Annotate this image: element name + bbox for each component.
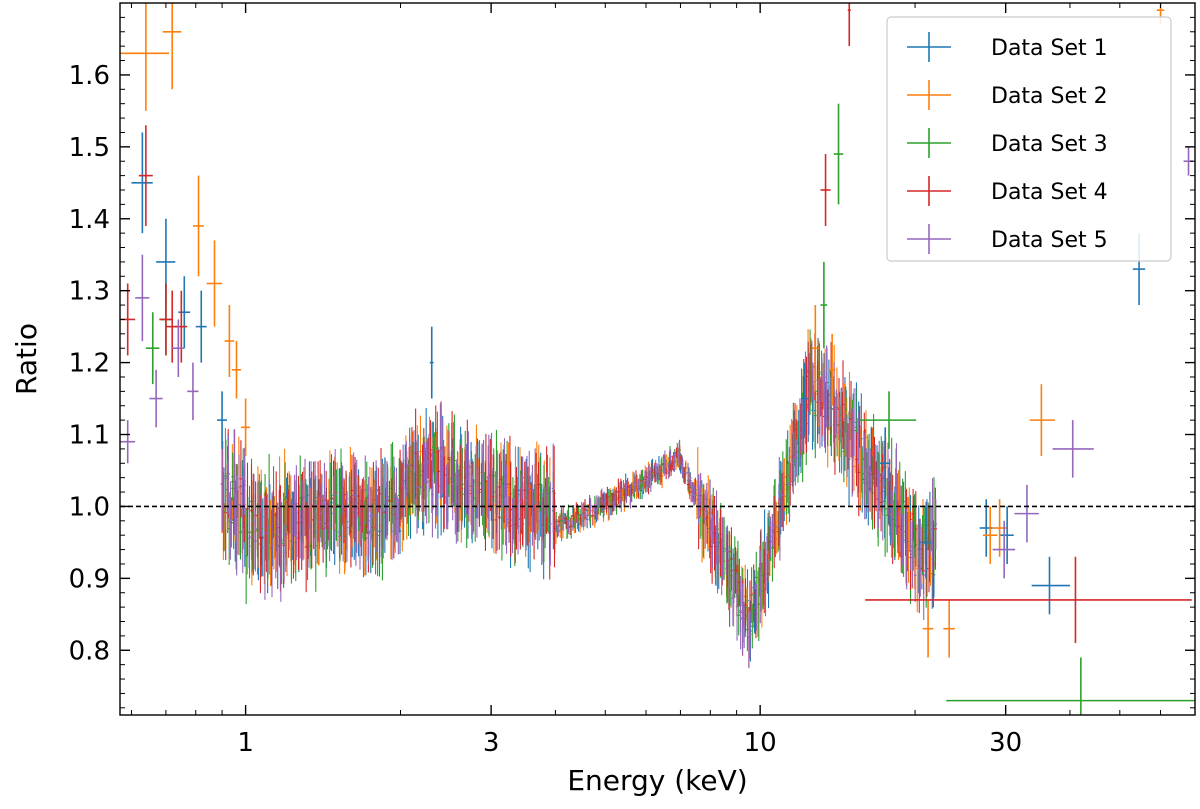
y-tick-label: 0.8 [69,636,110,666]
plot-frame [119,2,1196,716]
y-tick-label: 1.3 [69,277,110,307]
x-axis-title: Energy (keV) [567,764,747,797]
y-axis-title: Ratio [10,323,43,395]
legend-label: Data Set 1 [991,36,1108,61]
y-tick-label: 1.6 [69,61,110,91]
series-points-1 [131,132,1146,615]
y-tick-label: 1.4 [69,205,110,235]
legend-box [886,16,1172,262]
series-points-3 [145,103,1195,715]
series-points-2 [120,3,1165,658]
series-dense-2 [222,329,937,644]
axes: 1 3 10 30 0.8 0.9 1.0 1.1 1.2 1.3 1.4 1.5 1.6 [69,2,1196,758]
x-tick-label: 1 [237,728,254,758]
x-tick-label: 30 [989,728,1022,758]
x-tick-label: 10 [744,728,777,758]
series-points-5 [120,146,1194,579]
y-tick-label: 0.9 [69,564,110,594]
legend-label: Data Set 4 [991,180,1108,205]
y-tick-label: 1.1 [69,421,110,451]
series-dense-5 [221,340,938,669]
series-points-4 [120,3,1192,644]
legend-label: Data Set 2 [991,84,1108,109]
y-tick-label: 1.0 [69,492,110,522]
y-tick-label: 1.5 [69,133,110,163]
y-tick-label: 1.2 [69,349,110,379]
legend-label: Data Set 5 [991,228,1108,253]
x-tick-label: 3 [483,728,500,758]
legend-label: Data Set 3 [991,132,1108,157]
legend: Data Set 1 Data Set 2 Data Set 3 Data Set 4… [886,16,1172,262]
